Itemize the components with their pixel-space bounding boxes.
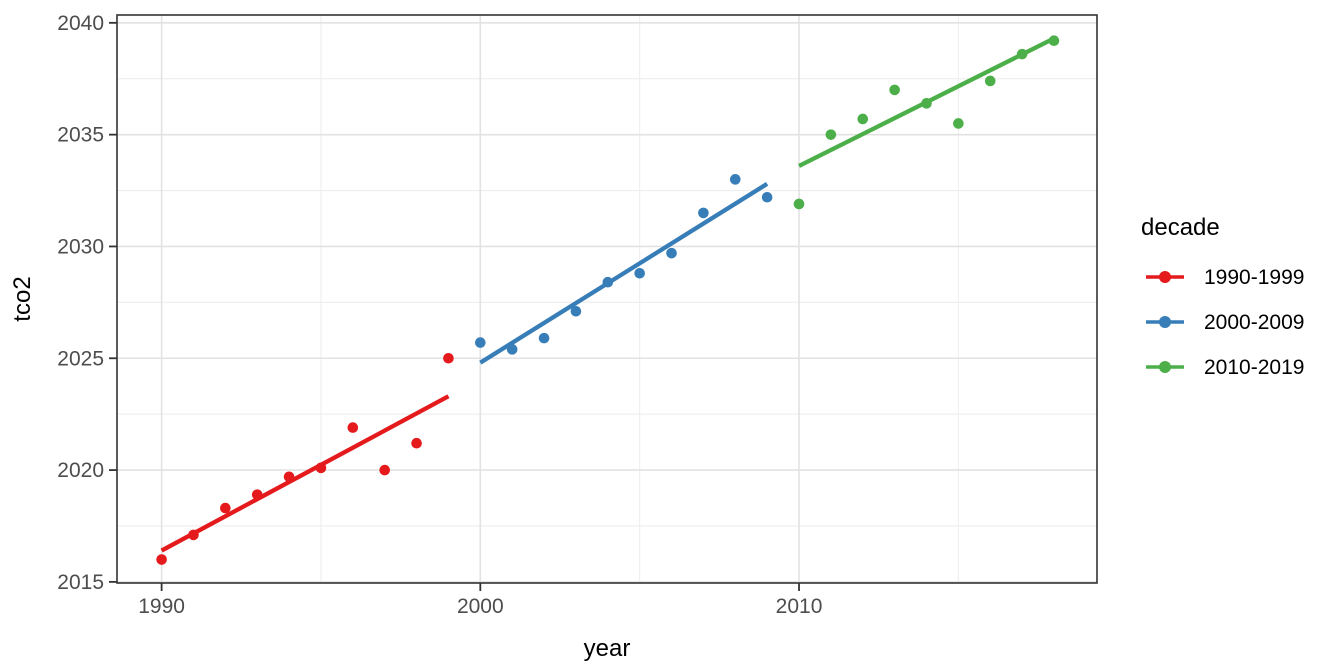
data-point	[570, 305, 582, 317]
data-series-layer	[156, 35, 1060, 565]
legend-entry: 2010-2019	[1146, 356, 1304, 379]
minor-gridlines	[117, 15, 1097, 583]
data-point	[283, 471, 295, 483]
axis-ticks	[109, 21, 800, 591]
legend-entry-label: 2000-2009	[1204, 311, 1304, 334]
data-point	[156, 554, 167, 565]
x-axis-title: year	[584, 635, 631, 662]
data-point	[1048, 35, 1060, 47]
legend-title: decade	[1141, 214, 1220, 241]
x-tick-label: 1990	[138, 595, 185, 618]
data-point	[379, 464, 391, 476]
data-point	[443, 352, 454, 364]
data-point	[666, 247, 677, 259]
data-point	[475, 337, 486, 348]
major-gridlines	[117, 15, 1097, 583]
legend-entries: 1990-1999 2000-2009 2010-2019	[1146, 266, 1304, 379]
data-point	[825, 129, 837, 140]
panel-border	[116, 14, 1098, 584]
legend-entry: 2000-2009	[1146, 311, 1304, 334]
data-point	[984, 75, 996, 87]
data-point	[411, 437, 422, 449]
axis-tick-labels: 1990 2000 2010 2015 2020 2025 2030 2035 2040	[57, 12, 822, 618]
legend-key-dot	[1159, 316, 1171, 328]
data-point	[347, 422, 359, 433]
y-tick-label: 2015	[57, 571, 104, 594]
data-point	[761, 191, 773, 203]
y-axis-title: tco2	[9, 276, 36, 321]
legend: decade 1990-1999 2000-2009 2010-2019	[1141, 214, 1304, 379]
trend-line	[160, 394, 450, 553]
x-tick-label: 2010	[776, 595, 823, 618]
data-point	[698, 207, 709, 219]
legend-entry-label: 1990-1999	[1204, 266, 1304, 289]
y-tick-label: 2025	[57, 347, 104, 370]
trend-line	[479, 182, 769, 365]
data-point	[729, 174, 741, 185]
y-tick-label: 2030	[57, 235, 104, 258]
data-point	[857, 113, 869, 125]
y-tick-label: 2035	[57, 124, 104, 147]
y-tick-label: 2020	[57, 459, 104, 482]
data-point	[602, 276, 614, 288]
data-point	[538, 332, 550, 344]
data-point	[1016, 48, 1028, 60]
legend-entry-label: 2010-2019	[1204, 356, 1304, 379]
data-point	[921, 98, 932, 109]
data-point	[315, 462, 327, 474]
data-point	[889, 84, 900, 96]
legend-entry: 1990-1999	[1146, 266, 1304, 289]
legend-key-dot	[1159, 361, 1171, 373]
data-point	[251, 489, 263, 500]
data-point	[634, 267, 645, 279]
y-tick-label: 2040	[57, 12, 104, 35]
data-point	[793, 198, 805, 210]
data-point	[953, 118, 964, 129]
data-point	[220, 502, 231, 514]
data-point	[506, 344, 518, 355]
x-tick-label: 2000	[457, 595, 504, 618]
legend-key-dot	[1159, 271, 1171, 283]
data-point	[188, 529, 199, 541]
